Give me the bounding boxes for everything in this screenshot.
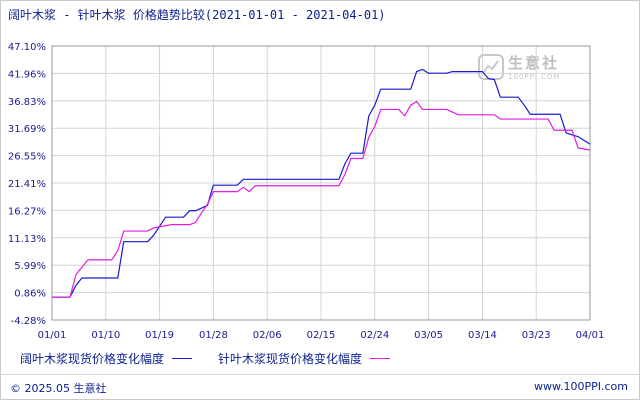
legend-item-hardwood: 阔叶木浆现货价格变化幅度: [20, 350, 193, 367]
y-tick-label: 36.83%: [8, 97, 46, 108]
x-tick-label: 02/15: [307, 330, 336, 340]
x-tick-label: 01/10: [91, 330, 120, 340]
y-tick-label: 47.10%: [8, 42, 46, 53]
y-tick-labels: -4.28% 0.86% 5.99% 11.13% 16.27% 21.41% 26.55%…: [8, 42, 46, 327]
y-tick-label: -4.28%: [11, 316, 46, 327]
y-tick-label: 5.99%: [14, 261, 46, 272]
series-line-hardwood: [52, 68, 591, 298]
y-tick-label: 11.13%: [8, 234, 46, 245]
line-chart: -4.28% 0.86% 5.99% 11.13% 16.27% 21.41% 26.55%…: [8, 42, 605, 340]
x-tick-label: 01/01: [38, 330, 67, 340]
y-tick-label: 0.86%: [14, 289, 46, 300]
site-link[interactable]: www.100PPI.com: [534, 380, 628, 393]
y-tick-label: 21.41%: [8, 179, 46, 190]
x-tick-label: 04/01: [576, 330, 605, 340]
legend-label-hardwood: 阔叶木浆现货价格变化幅度: [20, 352, 165, 366]
legend: 阔叶木浆现货价格变化幅度 针叶木浆现货价格变化幅度: [20, 350, 416, 367]
y-tick-label: 16.27%: [8, 206, 46, 217]
x-tick-label: 02/24: [360, 330, 389, 340]
x-tick-label: 03/14: [468, 330, 497, 340]
series-line-softwood: [52, 100, 591, 298]
x-tick-label: 02/06: [253, 330, 282, 340]
y-tick-label: 41.96%: [8, 69, 46, 80]
watermark-logo: 生意社 100PPI.COM: [478, 52, 561, 81]
legend-swatch-hardwood: [172, 358, 193, 359]
plot-border: [51, 45, 591, 321]
y-tick-label: 31.69%: [8, 124, 46, 135]
axes: [51, 45, 591, 321]
x-tick-label: 03/23: [522, 330, 551, 340]
copyright-text: © 2025.05 生意社: [10, 382, 107, 395]
y-tick-label: 26.55%: [8, 152, 46, 163]
x-tick-labels: 01/01 01/10 01/19 01/28 02/06 02/15 02/24 03/05…: [38, 330, 605, 340]
grid: [51, 45, 591, 321]
x-tick-label: 03/05: [414, 330, 443, 340]
watermark-name: 生意社: [508, 54, 560, 72]
series: [52, 68, 591, 298]
legend-label-softwood: 针叶木浆现货价格变化幅度: [218, 352, 363, 366]
x-tick-label: 01/28: [199, 330, 228, 340]
x-tick-label: 01/19: [145, 330, 174, 340]
footer-divider: [0, 374, 640, 375]
watermark-url: 100PPI.COM: [508, 73, 561, 81]
legend-swatch-softwood: [370, 358, 391, 359]
legend-item-softwood: 针叶木浆现货价格变化幅度: [218, 350, 391, 367]
chart-title: 阔叶木浆 - 针叶木浆 价格趋势比较(2021-01-01 - 2021-04-…: [8, 8, 386, 22]
